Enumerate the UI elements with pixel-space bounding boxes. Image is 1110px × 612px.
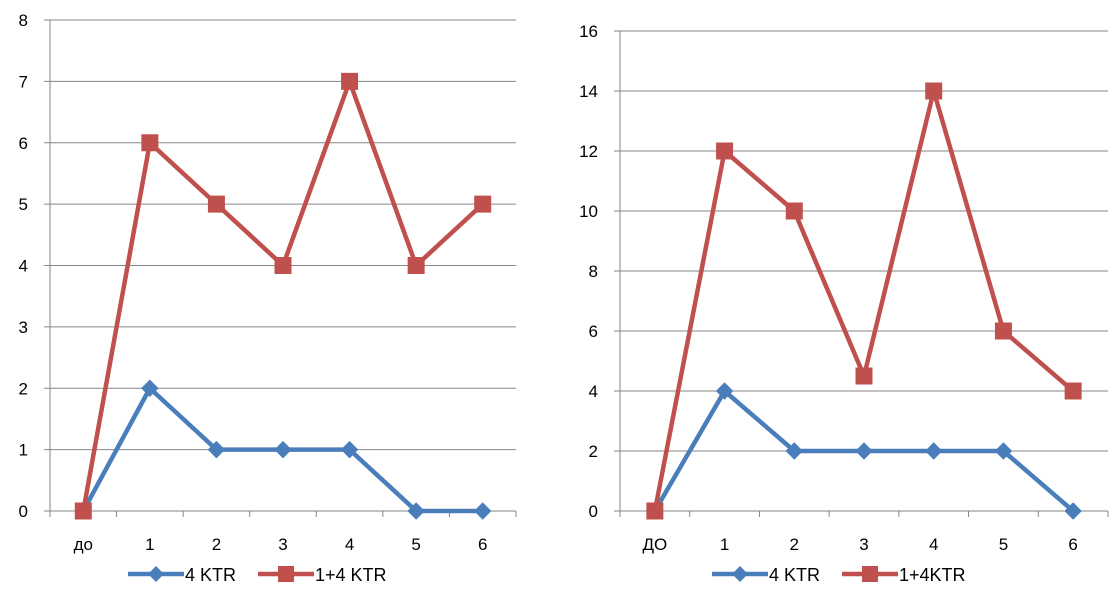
data-point-square: [407, 257, 425, 274]
y-tick-label: 7: [19, 72, 28, 91]
y-tick-label: 8: [19, 11, 28, 30]
y-tick-label: 8: [589, 262, 598, 281]
data-point-diamond: [274, 440, 292, 459]
data-point-square: [855, 367, 873, 385]
y-tick-label: 10: [579, 202, 598, 221]
y-tick-label: 14: [579, 82, 598, 101]
data-point-square: [1064, 382, 1082, 400]
y-tick-label: 2: [589, 442, 598, 461]
data-point-diamond: [141, 379, 159, 397]
x-tick-label: 1: [720, 535, 729, 554]
legend-marker-square: [862, 566, 879, 582]
y-tick-label: 6: [589, 322, 598, 341]
x-tick-label: 5: [411, 535, 420, 554]
y-tick-label: 3: [19, 318, 28, 337]
legend-entry: 4 KTR: [128, 565, 236, 585]
data-point-square: [785, 202, 803, 220]
data-point-diamond: [1064, 502, 1082, 520]
legend-label: 4 KTR: [185, 565, 236, 585]
data-point-square: [141, 134, 159, 152]
data-point-square: [646, 502, 664, 520]
data-point-square: [341, 72, 359, 90]
y-tick-label: 2: [19, 379, 28, 398]
data-point-diamond: [855, 442, 873, 460]
data-point-square: [274, 257, 292, 274]
data-point-square: [716, 142, 734, 160]
legend-entry: 1+4 KTR: [258, 565, 387, 585]
x-tick-label: 2: [790, 535, 799, 554]
y-tick-label: 0: [589, 502, 598, 521]
x-tick-label: 1: [145, 535, 154, 554]
data-point-diamond: [715, 382, 734, 400]
x-tick-label: 6: [1068, 535, 1077, 554]
y-tick-label: 12: [579, 142, 598, 161]
data-point-diamond: [340, 440, 359, 459]
y-tick-label: 4: [589, 382, 598, 401]
x-tick-label: до: [74, 535, 93, 554]
data-point-diamond: [407, 502, 425, 520]
y-tick-label: 16: [579, 22, 598, 41]
legend-entry: 4 KTR: [712, 565, 820, 585]
y-tick-label: 5: [19, 195, 28, 214]
data-point-square: [207, 195, 225, 213]
y-tick-label: 4: [19, 257, 28, 276]
x-tick-label: 4: [345, 535, 354, 554]
legend-marker-diamond: [148, 566, 164, 582]
y-tick-label: 6: [19, 134, 28, 153]
left-line-chart: 0 1 2 3 4 5 6 7 8 до 1 2 3 4 5 6 4 KTR 1+4 KTR: [19, 11, 517, 585]
legend-label: 4 KTR: [769, 565, 820, 585]
x-tick-label: 3: [278, 535, 287, 554]
legend-label: 1+4 KTR: [315, 565, 387, 585]
legend-label: 1+4KTR: [899, 565, 966, 585]
data-point-diamond: [474, 502, 492, 520]
data-point-diamond: [925, 442, 943, 460]
x-tick-label: 2: [212, 535, 221, 554]
x-tick-label: 4: [929, 535, 938, 554]
legend-entry: 1+4KTR: [842, 565, 966, 585]
data-point-square: [994, 322, 1012, 340]
y-tick-label: 0: [19, 502, 28, 521]
data-point-diamond: [785, 442, 803, 460]
data-point-square: [474, 195, 492, 213]
x-tick-label: 6: [478, 535, 487, 554]
data-point-diamond: [994, 442, 1013, 460]
y-tick-label: 1: [19, 441, 28, 460]
x-tick-label: ДО: [642, 535, 667, 554]
x-tick-label: 5: [999, 535, 1008, 554]
legend-marker-square: [278, 566, 295, 582]
x-tick-label: 3: [859, 535, 868, 554]
data-point-diamond: [207, 440, 226, 459]
data-point-square: [925, 82, 943, 100]
data-point-square: [74, 502, 92, 520]
legend-marker-diamond: [732, 566, 748, 582]
